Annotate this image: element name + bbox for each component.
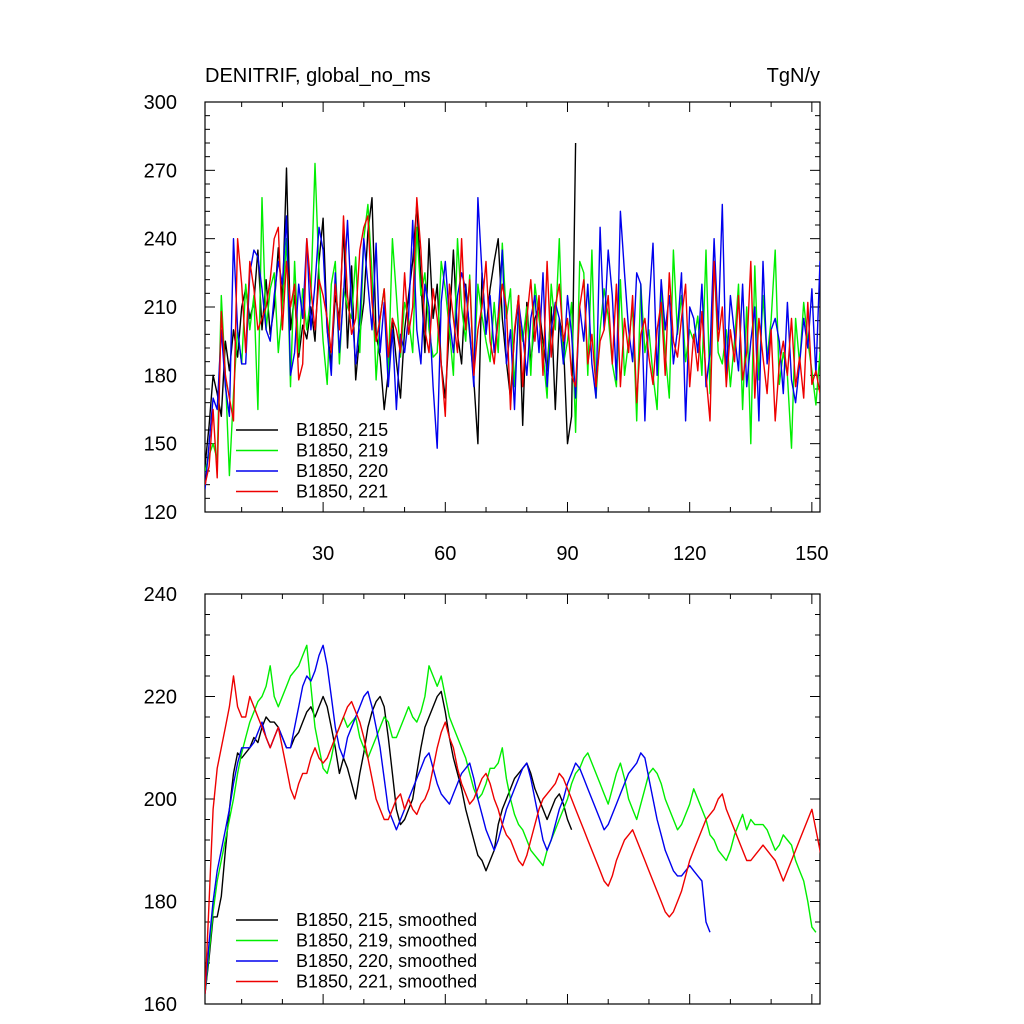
chart-units: TgN/y <box>767 65 820 87</box>
y-tick-label: 150 <box>144 434 177 456</box>
series-line <box>205 162 820 477</box>
series-line <box>205 675 820 994</box>
legend-label: B1850, 221, smoothed <box>296 972 477 992</box>
y-tick-label: 210 <box>144 297 177 319</box>
legend-label: B1850, 220, smoothed <box>296 951 477 971</box>
x-tick-label: 90 <box>556 543 578 565</box>
x-tick-label: 30 <box>312 543 334 565</box>
legend-label: B1850, 215, smoothed <box>296 910 477 930</box>
legend-label: B1850, 215 <box>296 420 388 440</box>
y-tick-label: 300 <box>144 92 177 114</box>
series-line <box>205 644 711 994</box>
top-chart-panel: 30 60 90 120 150 120 150 180 210 240 270 300 DENITRI… <box>144 65 829 565</box>
y-tick-label: 180 <box>144 892 177 914</box>
legend-label: B1850, 220 <box>296 461 388 481</box>
legend-label: B1850, 219 <box>296 441 388 461</box>
series-line <box>205 196 820 485</box>
y-tick-label: 160 <box>144 994 177 1016</box>
y-tick-label: 200 <box>144 789 177 811</box>
series-line <box>205 690 573 994</box>
chart-title: DENITRIF, global_no_ms <box>205 65 431 87</box>
y-tick-label: 220 <box>144 687 177 709</box>
x-tick-label: 120 <box>673 543 706 565</box>
y-tick-label: 180 <box>144 365 177 387</box>
y-tick-label: 120 <box>144 502 177 524</box>
y-tick-label: 240 <box>144 584 177 606</box>
y-tick-label: 270 <box>144 160 177 182</box>
x-tick-label: 150 <box>795 543 828 565</box>
y-tick-label: 240 <box>144 229 177 251</box>
legend-label: B1850, 221 <box>296 482 388 502</box>
legend-label: B1850, 219, smoothed <box>296 931 477 951</box>
series-line <box>205 196 820 490</box>
x-tick-label: 60 <box>434 543 456 565</box>
